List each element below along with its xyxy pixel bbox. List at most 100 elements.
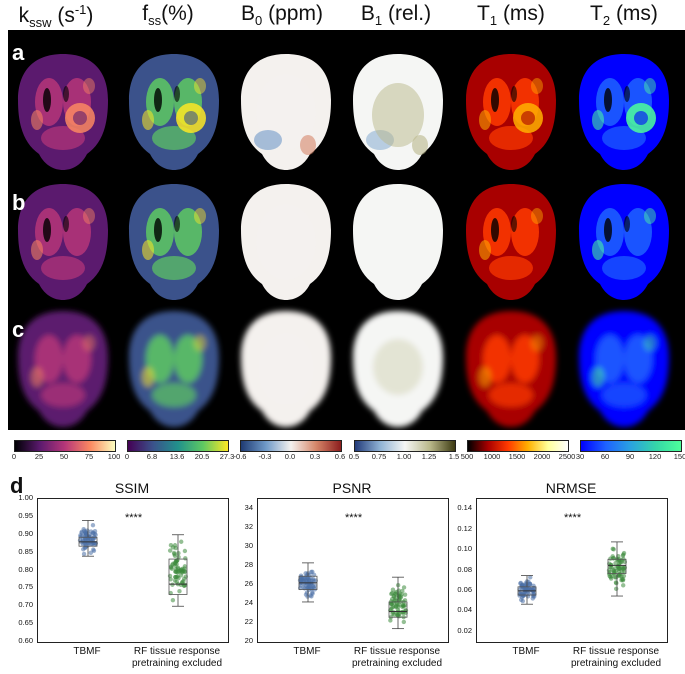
colorbar-tick-label: 1500 [508, 452, 526, 461]
y-tick-label: 24 [244, 597, 253, 607]
y-tick-label: 0.65 [18, 618, 33, 628]
header-sub: 2 [602, 13, 611, 29]
brain-map-r2-c1 [129, 311, 219, 427]
data-point [621, 583, 626, 588]
brain-map-r0-c3 [353, 54, 443, 170]
brain-map-r0-c2 [241, 54, 331, 170]
header-t1: T1 (ms) [455, 2, 567, 28]
data-point [170, 582, 175, 587]
y-tick-label: 32 [244, 521, 253, 531]
data-point [399, 609, 404, 615]
brain-map-r2-c2 [241, 311, 331, 427]
significance-marker: **** [345, 512, 363, 524]
colorbar-tick-label: 0.3 [309, 452, 321, 461]
data-point [83, 530, 88, 535]
boxplot-svg-2 [517, 541, 628, 605]
header-main: B [241, 2, 256, 25]
brain-map-r2-c0 [18, 311, 108, 427]
data-point [616, 561, 622, 566]
box-1 [388, 576, 409, 630]
data-point [617, 569, 622, 574]
data-point [401, 585, 407, 590]
y-tick-label: 0.85 [18, 546, 33, 556]
colorbar-tick-label: 2000 [533, 452, 551, 461]
colorbar-tick-label: 60 [600, 452, 610, 461]
data-point [613, 561, 618, 566]
data-point [608, 556, 613, 561]
colorbar-1 [127, 440, 229, 452]
colorbar-tick-label: 0 [124, 452, 130, 461]
row-label-b: b [12, 190, 26, 215]
data-point [523, 586, 528, 591]
data-point [177, 588, 182, 594]
data-point [172, 578, 178, 583]
data-point [174, 558, 179, 563]
iqr-box [168, 558, 188, 595]
colorbar-tick-label: 6.8 [146, 452, 158, 461]
data-point [90, 522, 96, 528]
colorbar-tick-label: 0.75 [371, 452, 387, 461]
header-main: T [590, 2, 603, 25]
brain-map-r2-c4 [466, 311, 556, 427]
brain-map-r2-c3 [353, 311, 443, 427]
plot-area-ssim [37, 498, 229, 643]
box-0 [517, 575, 537, 605]
header-b1: B1 (rel.) [340, 2, 452, 28]
x-category-label-0: TBMF [512, 646, 540, 657]
header-fss: fss(%) [112, 2, 224, 28]
colorbar-tick-label: 120 [648, 452, 662, 461]
data-point [91, 548, 97, 553]
plot-title-ssim: SSIM [114, 480, 150, 496]
data-point [182, 583, 187, 588]
colorbar-tick-label: -0.3 [258, 452, 272, 461]
data-point [610, 546, 615, 552]
brain-map-r1-c4 [466, 184, 556, 300]
significance-marker: **** [564, 512, 582, 524]
data-point [621, 566, 626, 572]
data-point [88, 550, 93, 556]
colorbar-0 [14, 440, 116, 452]
data-point [175, 570, 180, 575]
data-point [393, 598, 398, 603]
header-rest: (ms) [497, 2, 545, 25]
box-1 [167, 534, 189, 607]
data-point [81, 526, 86, 532]
brain-map-r0-c4 [466, 54, 556, 170]
colorbar-tick-label: 25 [34, 452, 44, 461]
y-tick-label: 0.12 [457, 523, 472, 533]
header-close: ) [86, 4, 94, 27]
data-point [527, 582, 532, 587]
colorbar-tick-label: 75 [84, 452, 94, 461]
colorbar-tick-label: 90 [625, 452, 635, 461]
y-tick-label: 0.80 [18, 564, 33, 574]
data-point [167, 548, 173, 553]
colorbar-2 [240, 440, 342, 452]
y-tick-label: 1.00 [18, 493, 33, 502]
colorbar-tick-label: 13.6 [169, 452, 185, 461]
iqr-box [607, 558, 627, 574]
data-point [402, 592, 408, 597]
data-point [180, 570, 185, 575]
data-point [172, 553, 178, 558]
y-tick-label: 30 [244, 540, 253, 550]
data-point [170, 545, 176, 550]
header-main: B [360, 2, 375, 25]
data-point [298, 573, 304, 578]
colorbar-tick-label: 150 [673, 452, 685, 461]
brain-map-r1-c0 [18, 184, 108, 300]
colorbar-tick-label: 30 [575, 452, 585, 461]
header-rest: (s [51, 4, 75, 27]
y-tick-label: 0.70 [18, 600, 33, 610]
header-rest: (ms) [610, 2, 658, 25]
data-point [621, 552, 626, 557]
data-point [179, 539, 184, 544]
data-point [388, 618, 393, 623]
brain-map-r1-c5 [579, 184, 669, 300]
y-tick-label: 26 [244, 578, 253, 588]
data-point [532, 592, 537, 597]
colorbar-tick-label: 0.6 [334, 452, 346, 461]
brain-map-r0-c5 [579, 54, 669, 170]
colorbar-tick-label: -0.6 [233, 452, 247, 461]
box-0 [77, 520, 98, 557]
y-tick-label: 22 [244, 616, 253, 626]
